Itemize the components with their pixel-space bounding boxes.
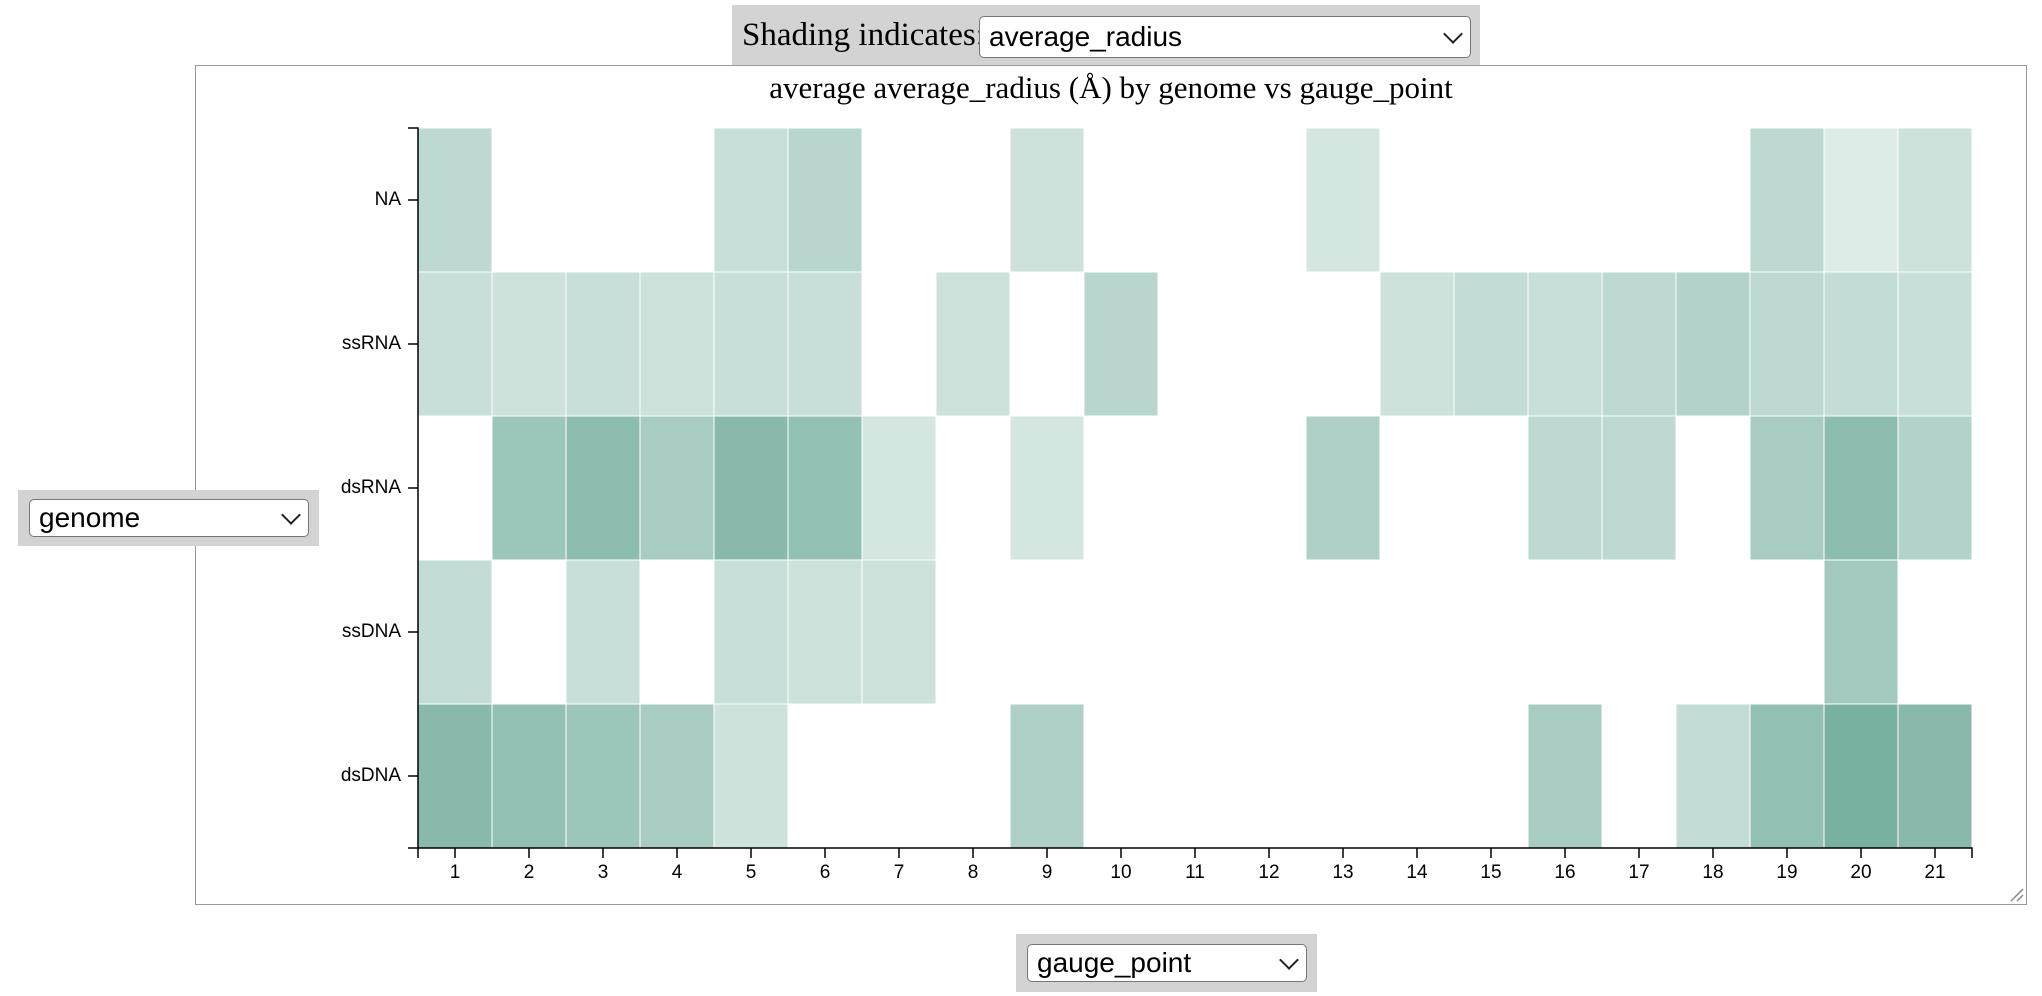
heatmap-cell-dsDNA-16 <box>1527 703 1603 849</box>
heatmap-cell-NA-13 <box>1305 127 1381 273</box>
chevron-down-icon <box>1279 950 1299 970</box>
x-tick-label: 8 <box>968 862 979 883</box>
heatmap-cell-dsRNA-17 <box>1601 415 1677 561</box>
x-tick-label: 13 <box>1332 862 1353 883</box>
chevron-down-icon <box>1443 24 1463 44</box>
x-tick-label: 19 <box>1776 862 1797 883</box>
heatmap-cell-ssRNA-20 <box>1823 271 1899 417</box>
heatmap-cell-dsDNA-19 <box>1749 703 1825 849</box>
x-tick-label: 3 <box>598 862 609 883</box>
x-tick-label: 5 <box>746 862 757 883</box>
x-field-select[interactable]: gauge_point <box>1027 944 1307 982</box>
heatmap-cell-ssRNA-3 <box>565 271 641 417</box>
heatmap-cell-dsRNA-2 <box>491 415 567 561</box>
heatmap-cell-ssRNA-21 <box>1897 271 1973 417</box>
x-tick-label: 21 <box>1924 862 1945 883</box>
shading-control-panel: Shading indicates: average_radius <box>732 5 1480 65</box>
heatmap-cell-NA-5 <box>713 127 789 273</box>
heatmap-cell-ssRNA-18 <box>1675 271 1751 417</box>
x-tick-label: 6 <box>820 862 831 883</box>
y-tick-label: ssRNA <box>342 333 401 354</box>
x-tick-label: 2 <box>524 862 535 883</box>
y-tick-label: dsDNA <box>341 765 402 786</box>
heatmap-cell-dsRNA-7 <box>861 415 937 561</box>
shading-select-value: average_radius <box>989 21 1183 52</box>
x-field-select-value: gauge_point <box>1037 947 1192 978</box>
heatmap-cell-dsDNA-18 <box>1675 703 1751 849</box>
x-tick-label: 16 <box>1554 862 1575 883</box>
heatmap-cell-ssRNA-15 <box>1453 271 1529 417</box>
heatmap-cell-ssDNA-6 <box>787 559 863 705</box>
heatmap-cell-dsDNA-20 <box>1823 703 1899 849</box>
x-tick-label: 10 <box>1110 862 1131 883</box>
heatmap-cell-NA-6 <box>787 127 863 273</box>
x-tick-label: 4 <box>672 862 683 883</box>
x-tick-label: 15 <box>1480 862 1501 883</box>
heatmap-cell-NA-20 <box>1823 127 1899 273</box>
x-tick-label: 14 <box>1406 862 1428 883</box>
x-tick-label: 12 <box>1258 862 1279 883</box>
x-tick-label: 20 <box>1850 862 1871 883</box>
y-tick-label: NA <box>375 189 402 210</box>
y-field-control-panel: genome <box>18 490 319 546</box>
y-tick-label: dsRNA <box>341 477 402 498</box>
x-tick-label: 18 <box>1702 862 1723 883</box>
heatmap-cell-ssDNA-3 <box>565 559 641 705</box>
heatmap-cell-NA-9 <box>1009 127 1085 273</box>
heatmap-cell-dsRNA-9 <box>1009 415 1085 561</box>
heatmap-cell-NA-1 <box>417 127 493 273</box>
x-tick-label: 7 <box>894 862 905 883</box>
heatmap-cell-ssDNA-5 <box>713 559 789 705</box>
heatmap-cell-ssRNA-4 <box>639 271 715 417</box>
shading-label: Shading indicates: <box>742 17 985 53</box>
chevron-down-icon <box>281 505 301 525</box>
heatmap-cell-dsRNA-16 <box>1527 415 1603 561</box>
heatmap-cell-NA-19 <box>1749 127 1825 273</box>
x-tick-label: 11 <box>1185 862 1205 883</box>
heatmap-cell-dsDNA-3 <box>565 703 641 849</box>
heatmap-cell-ssRNA-6 <box>787 271 863 417</box>
heatmap-cell-dsRNA-3 <box>565 415 641 561</box>
heatmap-cell-dsRNA-13 <box>1305 415 1381 561</box>
heatmap-cell-ssRNA-8 <box>935 271 1011 417</box>
heatmap-cell-dsRNA-5 <box>713 415 789 561</box>
chart-title: average average_radius (Å) by genome vs … <box>769 70 1453 105</box>
heatmap-cell-ssRNA-2 <box>491 271 567 417</box>
heatmap-cell-ssDNA-20 <box>1823 559 1899 705</box>
heatmap-cell-ssRNA-1 <box>417 271 493 417</box>
chart-panel: NA ssRNA dsRNA ssDNA dsDNA 1 2 3 4 5 6 7 8 9 10 11 12 13 1… <box>195 65 2027 905</box>
heatmap-cell-dsRNA-19 <box>1749 415 1825 561</box>
heatmap-cell-dsRNA-4 <box>639 415 715 561</box>
heatmap-cell-dsDNA-5 <box>713 703 789 849</box>
y-field-select[interactable]: genome <box>29 499 309 537</box>
heatmap-cell-dsDNA-1 <box>417 703 493 849</box>
y-field-select-value: genome <box>39 502 141 533</box>
heatmap-cell-dsDNA-2 <box>491 703 567 849</box>
heatmap-cell-dsDNA-4 <box>639 703 715 849</box>
heatmap-cell-dsDNA-9 <box>1009 703 1085 849</box>
heatmap-cell-ssRNA-17 <box>1601 271 1677 417</box>
x-tick-label: 1 <box>450 862 461 883</box>
heatmap-cell-ssRNA-5 <box>713 271 789 417</box>
heatmap-cell-dsDNA-21 <box>1897 703 1973 849</box>
shading-select[interactable]: average_radius <box>979 16 1471 58</box>
heatmap-cell-ssDNA-1 <box>417 559 493 705</box>
x-tick-label: 9 <box>1042 862 1053 883</box>
heatmap-cell-dsRNA-6 <box>787 415 863 561</box>
heatmap-cell-NA-21 <box>1897 127 1973 273</box>
resize-handle-icon[interactable] <box>2008 886 2024 902</box>
y-tick-label: ssDNA <box>342 621 401 642</box>
heatmap-cell-ssRNA-14 <box>1379 271 1455 417</box>
heatmap-cell-ssRNA-16 <box>1527 271 1603 417</box>
heatmap-cell-ssRNA-19 <box>1749 271 1825 417</box>
x-tick-label: 17 <box>1628 862 1649 883</box>
heatmap-cell-ssRNA-10 <box>1083 271 1159 417</box>
heatmap-cell-dsRNA-21 <box>1897 415 1973 561</box>
heatmap-cell-ssDNA-7 <box>861 559 937 705</box>
heatmap-cell-dsRNA-20 <box>1823 415 1899 561</box>
x-field-control-panel: gauge_point <box>1016 934 1317 992</box>
